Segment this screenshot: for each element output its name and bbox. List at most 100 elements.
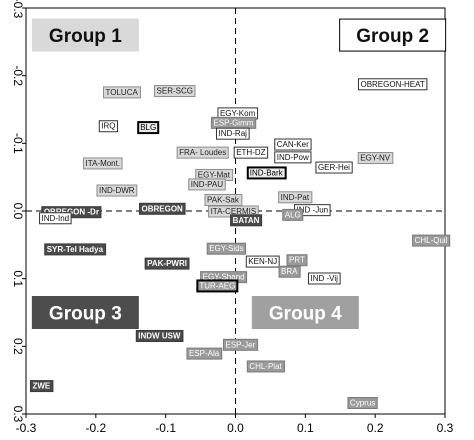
point-ind-pau: IND-PAU	[188, 178, 226, 191]
point-ken-nj-label: KEN-NJ	[248, 257, 277, 266]
point-ger-hei: GER-Hei	[315, 161, 353, 174]
group-label-group-4-text: Group 4	[269, 304, 342, 325]
point-obregon-heat-label: OBREGON-HEAT	[360, 80, 424, 89]
point-ita-cermis-label: ITA-CERMIS	[211, 207, 257, 216]
x-tick-label: -0.1	[155, 421, 176, 435]
point-syr-tel-hadya: SYR-Tel Hadya	[44, 243, 107, 256]
point-ind-pow-label: IND-Pow	[277, 153, 309, 162]
point-ita-mont-box	[83, 157, 123, 170]
point-irq-label: IRQ	[101, 122, 115, 131]
y-tick-label: 0.1	[11, 270, 25, 287]
point-ger-hei-box	[315, 161, 353, 174]
point-blg: BLG	[137, 121, 160, 135]
point-obregon-heat-box	[357, 78, 428, 91]
point-toluca-box	[103, 86, 141, 99]
point-eth-dz: ETH-DZ	[233, 146, 269, 159]
point-egy-nv: EGY-NV	[357, 152, 394, 165]
point-egy-mat-label: EGY-Mat	[198, 170, 231, 179]
point-alg-label: ALG	[285, 210, 301, 219]
x-tick-label: -0.2	[85, 421, 106, 435]
point-chl-plat-box	[246, 360, 286, 373]
point-ind-pau-box	[188, 178, 226, 191]
point-toluca: TOLUCA	[103, 86, 141, 99]
point-eth-dz-label: ETH-DZ	[236, 148, 265, 157]
point-prt-box	[286, 254, 308, 267]
point-ser-scg-box	[154, 85, 196, 98]
point-ind-bark-label: IND-Bark	[250, 168, 284, 177]
point-ind-bark: IND-Bark	[246, 166, 287, 180]
point-tur-aeg: TUR-AEG	[196, 279, 239, 293]
point-can-ker-box	[274, 138, 312, 151]
group-label-group-3-text: Group 3	[49, 304, 122, 325]
y-tick-label: 0.3	[11, 406, 25, 423]
group-label-group-2-box	[339, 18, 447, 52]
point-egy-shand-label: EGY-Shand	[203, 273, 245, 282]
point-fra-loudes-label: FRA- Loudes	[179, 148, 226, 157]
point-egy-nv-label: EGY-NV	[360, 154, 391, 163]
point-esp-ala-box	[186, 347, 223, 360]
point-ind-bark-box	[246, 166, 287, 180]
point-ind-ind-label: IND-Ind	[42, 214, 70, 223]
x-tick-label: 0.0	[227, 421, 244, 435]
point-tur-aeg-box	[196, 279, 239, 293]
point-ser-scg: SER-SCG	[154, 85, 196, 98]
group-label-group-1: Group 1	[31, 18, 139, 52]
point-syr-tel-hadya-label: SYR-Tel Hadya	[47, 245, 104, 254]
point-ind-vij: IND -Vij	[307, 272, 341, 285]
point-pak-pwri-box	[144, 257, 190, 270]
group-label-group-4: Group 4	[251, 296, 359, 329]
point-ita-mont-label: ITA-Mont.	[86, 159, 121, 168]
point-egy-kom-label: EGY-Kom	[220, 109, 256, 118]
point-eth-dz-box	[233, 146, 269, 159]
point-indw-usw-label: INDW USW	[138, 332, 181, 341]
point-bra-label: BRA	[281, 267, 298, 276]
point-pak-sak-label: PAK-Sak	[207, 195, 240, 204]
point-ind-pat: IND-Pat	[278, 191, 313, 204]
point-ser-scg-label: SER-SCG	[157, 87, 193, 96]
x-tick-label: -0.3	[16, 421, 37, 435]
group-label-group-4-box	[251, 296, 359, 329]
point-prt: PRT	[286, 254, 308, 267]
point-egy-nv-box	[357, 152, 394, 165]
point-bra: BRA	[278, 265, 301, 278]
point-cyprus: Cyprus	[347, 396, 378, 409]
point-can-ker-label: CAN-Ker	[277, 140, 309, 149]
point-bra-box	[278, 265, 301, 278]
point-esp-gimm-label: ESP-Gimm	[213, 118, 253, 127]
y-tick-label: 0.0	[11, 203, 25, 220]
group-labels: Group 1 Group 2 Group 3 Group 4	[31, 18, 447, 329]
point-batan-box	[230, 214, 263, 227]
point-esp-jer-label: ESP-Jer	[225, 340, 255, 349]
point-obregon-box	[139, 202, 186, 215]
point-ind-dwr-box	[96, 184, 138, 197]
data-points: TOLUCA SER-SCG OBREGON-HEAT EGY-KomESP-Gimm…	[29, 78, 451, 409]
x-tick-label: 0.3	[437, 421, 454, 435]
point-zwe: ZWE	[29, 380, 54, 393]
point-pak-sak-box	[204, 193, 243, 206]
y-tick-label: 0.2	[11, 338, 25, 355]
point-esp-jer-box	[222, 338, 259, 351]
point-ger-hei-label: GER-Hei	[318, 163, 350, 172]
point-esp-ala-label: ESP-Ala	[189, 349, 220, 358]
point-esp-gimm: ESP-Gimm	[210, 116, 257, 129]
point-irq-box	[98, 120, 119, 133]
y-tick-label: -0.1	[11, 133, 25, 154]
point-ind-pow: IND-Pow	[274, 151, 312, 164]
point-cyprus-label: Cyprus	[350, 398, 375, 407]
point-ita-mont: ITA-Mont.	[83, 157, 123, 170]
point-ind-vij-label: IND -Vij	[310, 274, 338, 283]
point-ind-raj-box	[215, 127, 250, 140]
point-egy-sids-box	[206, 242, 247, 255]
point-tur-aeg-label: TUR-AEG	[199, 281, 235, 290]
point-zwe-label: ZWE	[32, 382, 50, 391]
point-ken-nj-box	[245, 255, 280, 268]
point-batan-label: BATAN	[233, 216, 260, 225]
group-label-group-2-text: Group 2	[356, 26, 429, 47]
point-ind-ind-box	[39, 212, 72, 225]
point-ind-ind: IND-Ind	[39, 212, 72, 225]
point-obregon-label: OBREGON	[142, 204, 184, 213]
point-alg-box	[282, 208, 304, 221]
group-label-group-3: Group 3	[31, 296, 139, 329]
point-ind-raj-label: IND-Raj	[218, 129, 247, 138]
group-label-group-3-box	[31, 296, 139, 329]
